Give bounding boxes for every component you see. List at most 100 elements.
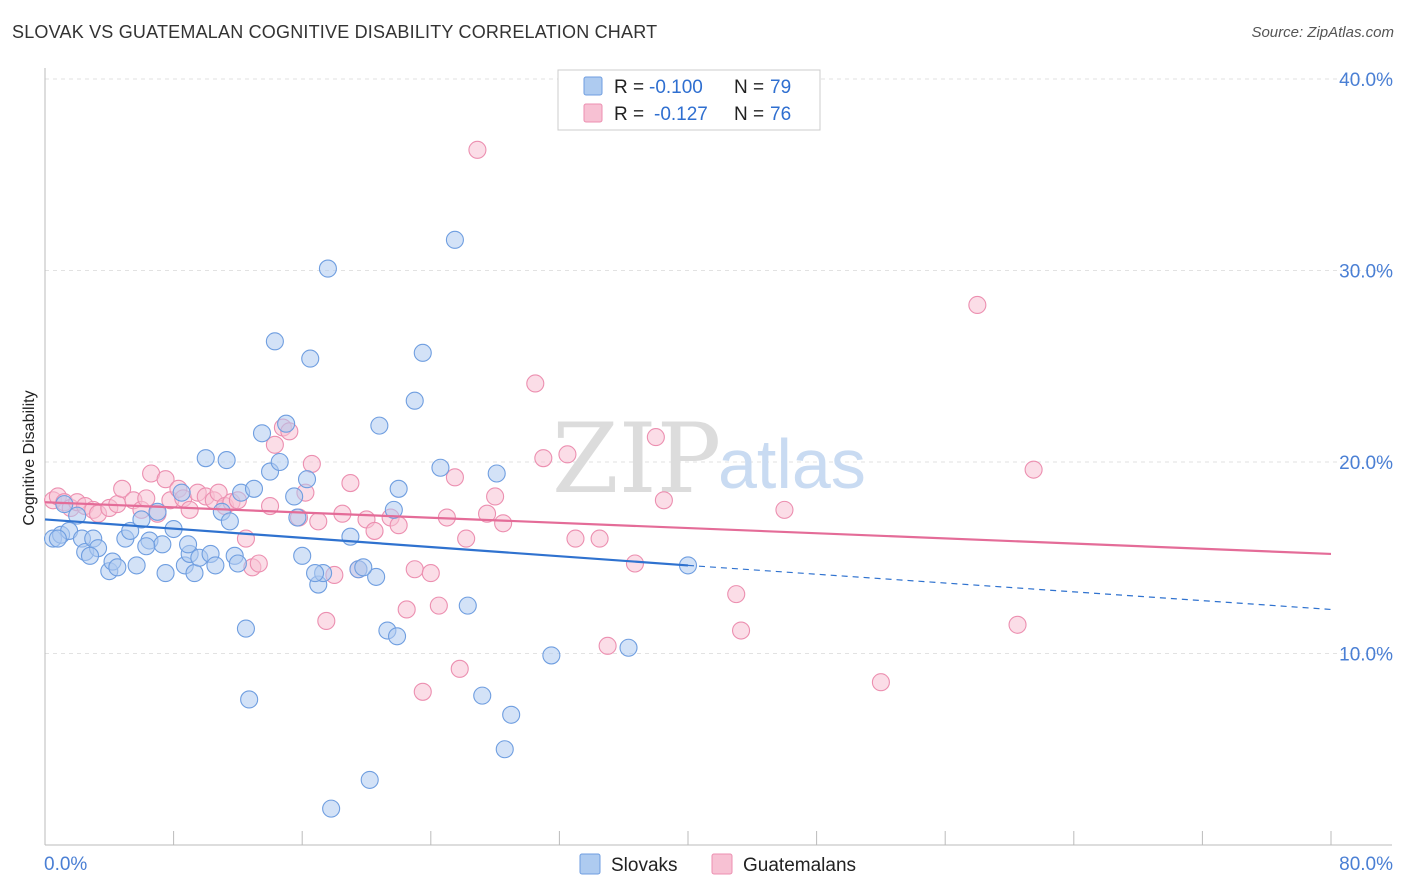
slovak-point	[487, 464, 506, 483]
guatemalan-point	[421, 564, 440, 583]
slovak-point	[322, 799, 341, 818]
slovak-point	[387, 627, 407, 646]
watermark: ZIP atlas	[552, 403, 866, 515]
slovak-point	[244, 479, 264, 498]
slovak-point	[285, 487, 304, 506]
slovak-point	[473, 686, 492, 705]
slovak-point	[156, 564, 175, 583]
guatemalan-point	[302, 454, 321, 473]
slovak-point	[252, 424, 272, 443]
guatemalan-point	[249, 554, 268, 573]
guatemalan-point	[405, 560, 424, 579]
guatemalan-point	[468, 140, 487, 159]
guatemalan-point	[309, 512, 328, 531]
guatemalan-point	[317, 611, 336, 630]
y-tick-label: 40.0%	[1339, 70, 1393, 91]
guatemalan-point	[558, 445, 577, 464]
slovak-point	[68, 506, 87, 525]
guatemalan-point	[265, 435, 284, 454]
legend-n-value-slovaks: 79	[770, 77, 791, 98]
legend-n-value-guatemalans: 76	[770, 104, 791, 125]
legend-r-label-slovaks: R =	[614, 77, 644, 98]
watermark-zip: ZIP	[552, 403, 721, 515]
slovak-point	[137, 537, 156, 556]
slovak-point	[431, 458, 450, 477]
slovak-point	[240, 690, 259, 709]
guatemalan-point	[429, 596, 448, 615]
slovak-point	[80, 546, 100, 565]
guatemalan-point	[413, 682, 432, 701]
guatemalan-point	[389, 516, 408, 535]
slovak-point	[265, 332, 284, 351]
trend-line-slovaks-extension	[687, 564, 1332, 611]
slovak-point	[277, 414, 296, 433]
slovak-point	[220, 512, 239, 531]
guatemalan-point	[871, 673, 890, 692]
series-guatemalans	[43, 140, 1043, 701]
source-label: Source: ZipAtlas.com	[1251, 24, 1394, 41]
slovak-point	[172, 483, 191, 502]
guatemalan-point	[1008, 615, 1027, 634]
slovak-point	[217, 451, 236, 470]
slovak-point	[495, 740, 514, 759]
slovak-point	[405, 391, 424, 410]
guatemalan-point	[137, 489, 156, 508]
guatemalan-point	[478, 504, 497, 523]
slovak-point	[206, 556, 225, 575]
guatemalan-point	[457, 529, 476, 548]
y-tick-label: 30.0%	[1339, 262, 1393, 283]
y-axis-label: Cognitive Disability	[21, 390, 38, 525]
slovak-point	[301, 349, 320, 368]
slovak-point	[384, 500, 403, 519]
slovak-point	[445, 230, 464, 249]
guatemalan-point	[486, 487, 505, 506]
trend-line-guatemalans	[44, 501, 1332, 556]
legend-r-value-slovaks: -0.100	[649, 77, 703, 98]
bottom-legend-swatch-slovaks	[579, 853, 601, 875]
bottom-legend-label-slovaks: Slovaks	[611, 855, 678, 876]
guatemalan-point	[113, 479, 132, 498]
slovak-point	[367, 567, 386, 586]
legend-n-label-slovaks: N =	[734, 77, 764, 98]
slovak-point	[196, 449, 215, 468]
guatemalan-point	[1024, 460, 1043, 479]
y-tick-labels: 10.0% 20.0% 30.0% 40.0%	[1339, 70, 1393, 666]
slovak-point	[318, 259, 337, 278]
guatemalan-point	[775, 500, 794, 519]
slovak-point	[542, 646, 561, 665]
guatemalan-point	[156, 470, 175, 489]
x-tick-labels: 0.0% 80.0%	[44, 854, 1393, 875]
slovak-point	[306, 564, 325, 583]
slovak-point	[185, 564, 204, 583]
guatemalan-point	[968, 295, 987, 315]
guatemalan-point	[445, 468, 464, 487]
y-tick-label: 20.0%	[1339, 453, 1393, 474]
slovak-point	[619, 638, 638, 657]
slovak-point	[236, 619, 255, 638]
series-slovaks	[43, 230, 698, 818]
guatemalan-point	[450, 659, 469, 678]
guatemalan-point	[654, 491, 673, 510]
legend-r-label-guatemalans: R =	[614, 104, 644, 125]
chart-title: SLOVAK VS GUATEMALAN COGNITIVE DISABILIT…	[12, 22, 658, 42]
slovak-point	[502, 705, 521, 724]
slovak-point	[413, 343, 432, 362]
legend-n-label-guatemalans: N =	[734, 104, 764, 125]
guatemalan-point	[598, 636, 617, 655]
slovak-point	[370, 416, 389, 435]
guatemalan-point	[365, 521, 384, 540]
guatemalan-point	[397, 600, 416, 619]
trend-lines	[44, 501, 1332, 611]
slovak-point	[108, 558, 127, 577]
y-tick-label: 10.0%	[1339, 645, 1393, 666]
legend-box: R = -0.100 N = 79 R = -0.127 N = 76	[557, 69, 821, 131]
x-tick-label: 80.0%	[1339, 854, 1393, 875]
guatemalan-point	[566, 529, 585, 548]
watermark-atlas: atlas	[718, 425, 866, 503]
guatemalan-point	[341, 474, 360, 493]
slovak-point	[179, 535, 198, 554]
guatemalan-point	[731, 621, 751, 640]
legend-swatch-slovaks	[583, 76, 603, 96]
x-tick-label: 0.0%	[44, 854, 87, 875]
guatemalan-point	[625, 554, 645, 573]
